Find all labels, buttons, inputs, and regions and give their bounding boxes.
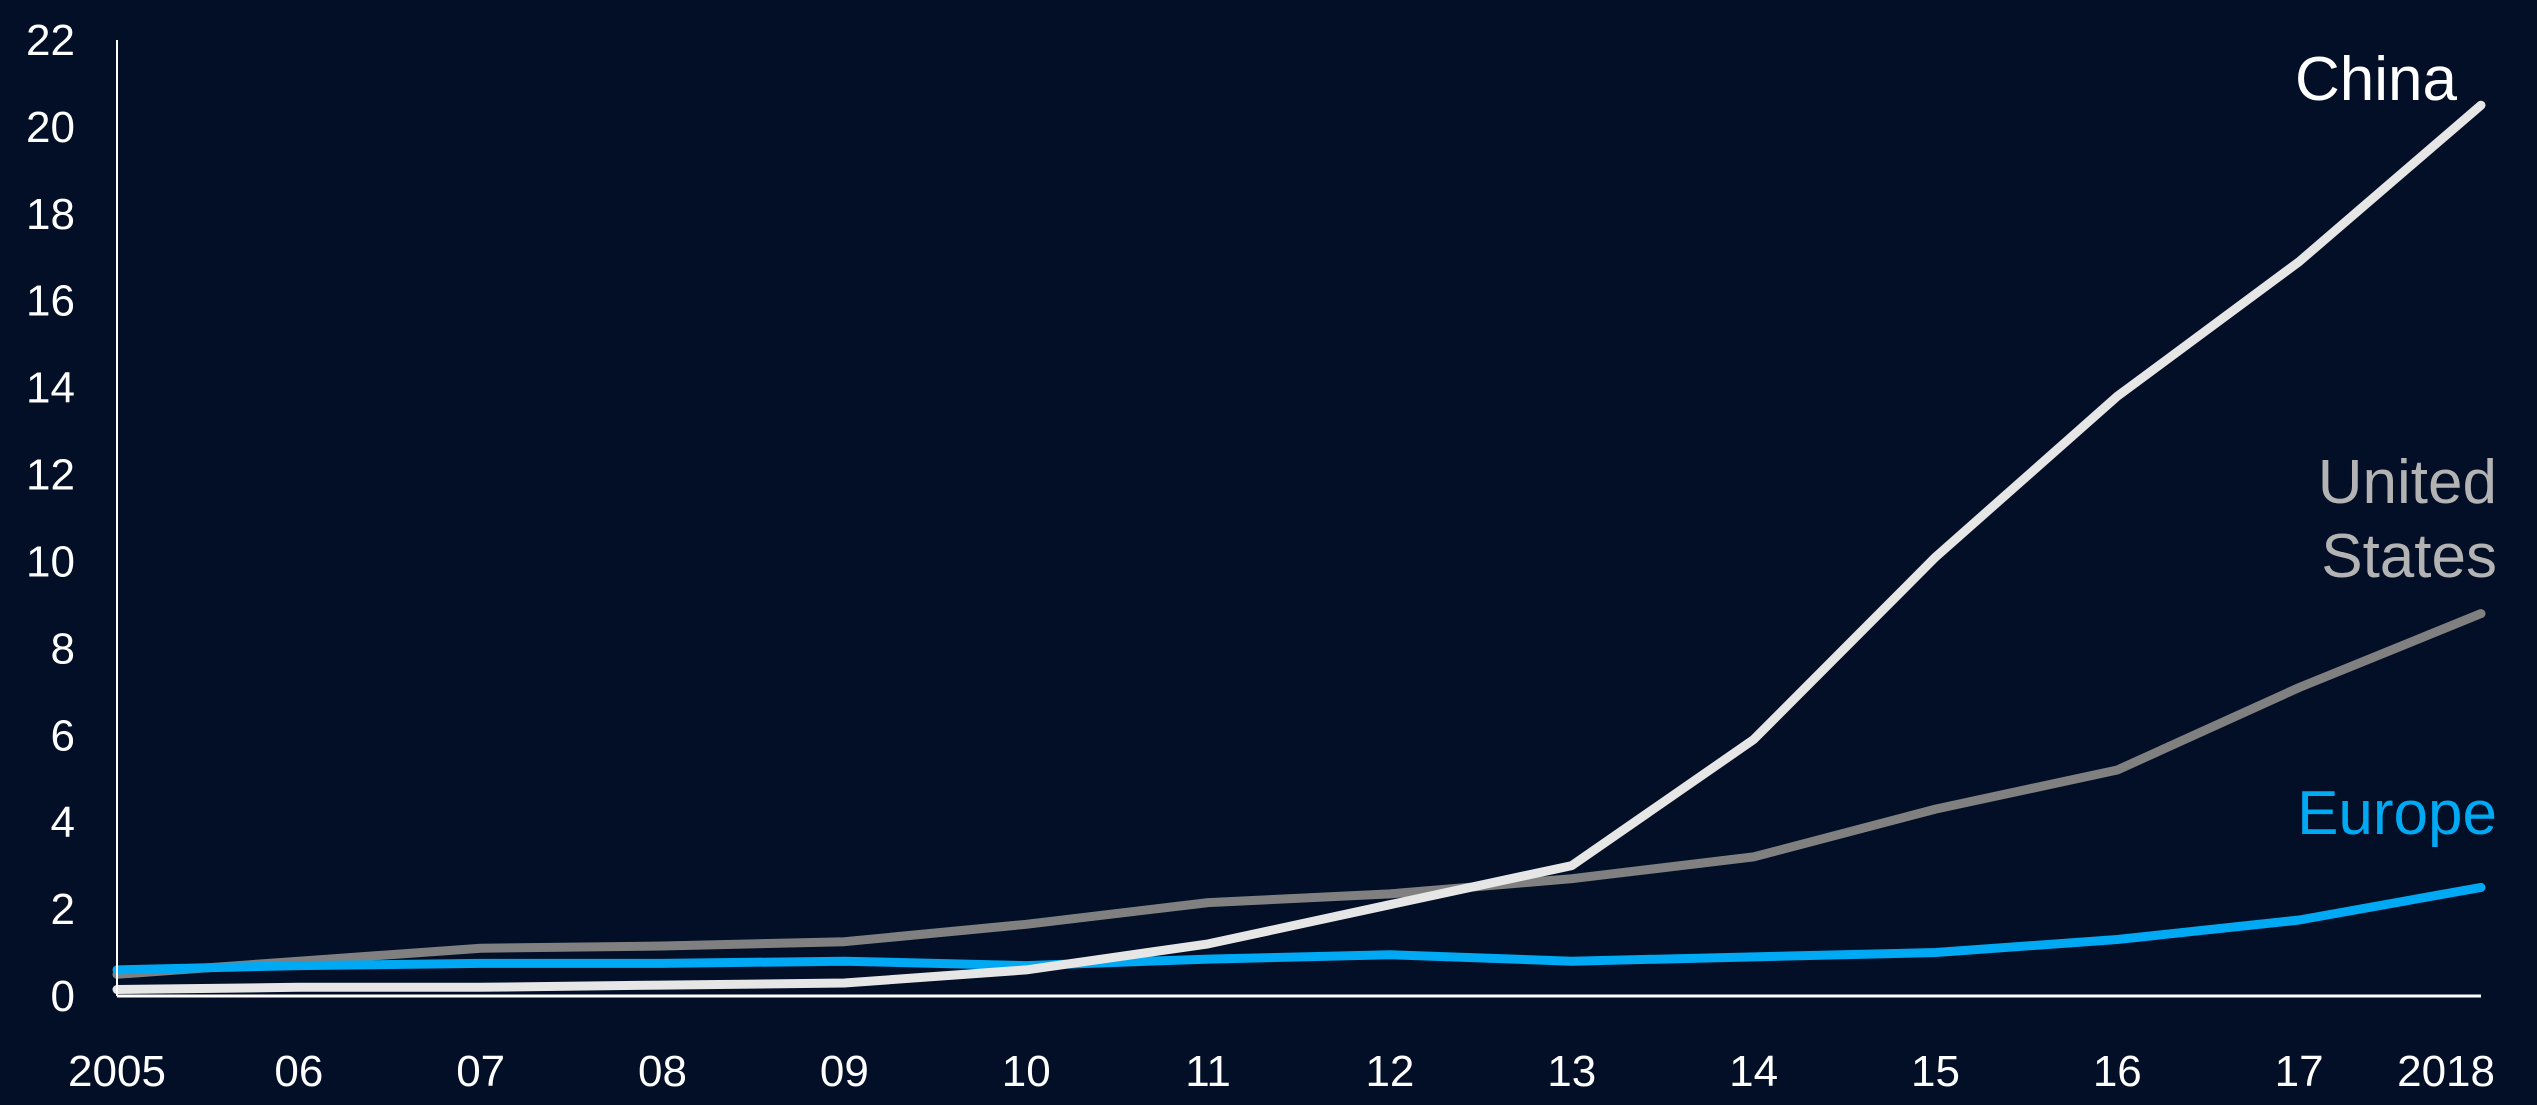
series-label-line: States [2321,522,2497,591]
y-tick-label: 6 [51,711,75,760]
series-label-europe: Europe [2297,779,2497,848]
x-tick-label: 17 [2275,1047,2324,1096]
y-tick-label: 4 [51,798,75,847]
series-line-china [112,100,2486,994]
x-tick-label: 15 [1911,1047,1960,1096]
x-tick-label: 07 [456,1047,505,1096]
x-tick-label: 13 [1547,1047,1596,1096]
y-tick-label: 18 [26,190,75,239]
y-tick-label: 8 [51,624,75,673]
x-tick-label: 08 [638,1047,687,1096]
y-tick-label: 12 [26,451,75,500]
y-axis-ticks: 0 2 4 6 8 10 12 14 16 18 20 22 [26,16,75,1021]
series-labels: United States Europe China [2295,45,2497,848]
series-line-europe [112,882,2486,975]
x-tick-label: 09 [820,1047,869,1096]
x-tick-label: 11 [1185,1047,1231,1096]
series-line-united-states [112,609,2486,979]
x-tick-label: 2018 [2397,1047,2495,1096]
x-tick-label: 06 [274,1047,323,1096]
x-tick-label: 2005 [68,1047,166,1096]
y-tick-label: 2 [51,885,75,934]
series-label-line: Europe [2297,779,2497,848]
y-tick-label: 10 [26,537,75,586]
series-label-line: United [2318,448,2497,517]
y-tick-label: 14 [26,364,75,413]
series-label-united-states: United States [2318,448,2497,591]
y-tick-label: 16 [26,277,75,326]
series-lines [112,100,2486,994]
series-label-line: China [2295,45,2458,114]
x-tick-label: 10 [1002,1047,1051,1096]
y-tick-label: 20 [26,103,75,152]
x-axis-ticks: 2005 06 07 08 09 10 11 12 13 14 15 16 17 2018 [68,1047,2495,1096]
x-tick-label: 14 [1729,1047,1778,1096]
x-tick-label: 16 [2093,1047,2142,1096]
y-tick-label: 0 [51,972,75,1021]
x-tick-label: 12 [1365,1047,1414,1096]
series-label-china: China [2295,45,2458,114]
y-tick-label: 22 [26,16,75,65]
